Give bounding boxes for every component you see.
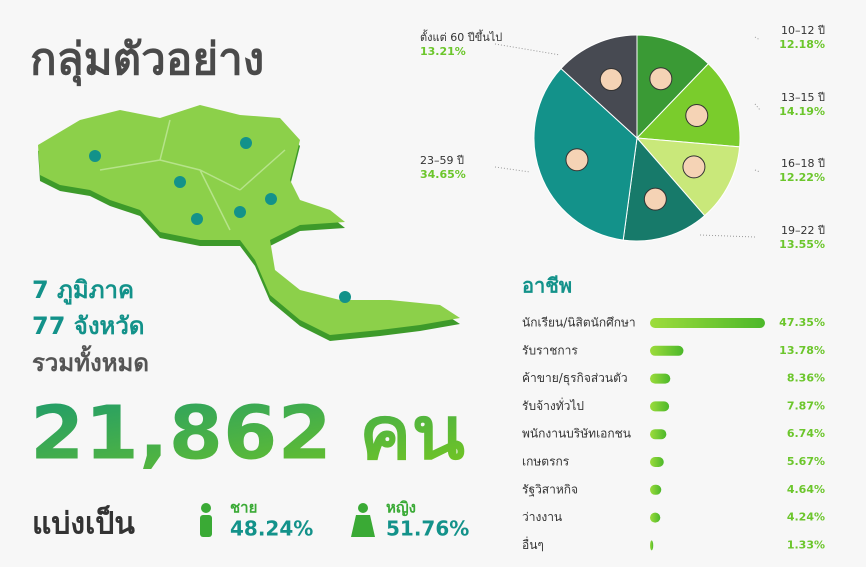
pie-label: ตั้งแต่ 60 ปีขึ้นไป	[420, 29, 502, 44]
bar-label: พนักงานบริษัทเอกชน	[522, 427, 631, 441]
pie-slice	[636, 34, 710, 140]
bar	[650, 345, 684, 356]
leader-line	[494, 166, 531, 173]
bar-value: 5.67%	[787, 455, 825, 468]
bar-value: 4.24%	[787, 511, 825, 524]
pie-value: 13.21%	[420, 45, 466, 58]
bar-value: 8.36%	[787, 372, 825, 385]
pie-slice	[560, 34, 638, 140]
bar	[650, 373, 671, 384]
bar	[650, 318, 765, 328]
avatar	[685, 104, 709, 128]
pie-value: 14.19%	[779, 105, 825, 118]
split-label: แบ่งเป็น	[32, 505, 135, 542]
bar	[650, 429, 667, 440]
bar	[650, 540, 654, 551]
male-label: ชาย	[230, 499, 257, 517]
avatar	[643, 187, 667, 211]
total: 21,862 คน	[30, 391, 465, 477]
leader-line	[754, 169, 761, 173]
pie-value: 13.55%	[779, 238, 825, 251]
bar-label: เกษตรกร	[522, 455, 570, 469]
avatar	[565, 148, 589, 172]
bar	[650, 401, 670, 412]
pie-value: 12.22%	[779, 171, 825, 184]
male-icon	[200, 503, 212, 537]
bar-label: รับจ้างทั่วไป	[522, 397, 584, 413]
title: กลุ่มตัวอย่าง	[30, 34, 264, 87]
bar	[650, 512, 661, 523]
bar-title: อาชีพ	[522, 274, 572, 298]
pie-slice	[635, 63, 741, 148]
bar-label: นักเรียน/นิสิตนักศึกษา	[522, 316, 636, 330]
bar-value: 1.33%	[787, 538, 825, 551]
pie-label: 13–15 ปี	[781, 91, 825, 104]
avatar	[599, 68, 623, 92]
bar-label: อื่นๆ	[522, 536, 544, 552]
bar	[650, 484, 662, 495]
regions: 7 ภูมิภาค	[32, 276, 134, 305]
leader-line	[754, 103, 761, 111]
pie-label: 19–22 ปี	[781, 224, 825, 237]
female-icon	[351, 503, 375, 537]
bar	[650, 457, 664, 467]
bar-label: ว่างงาน	[522, 510, 562, 524]
bar-value: 47.35%	[779, 316, 825, 329]
bar-value: 4.64%	[787, 483, 825, 496]
female-value: 51.76%	[386, 517, 469, 541]
pie-label: 23–59 ปี	[420, 154, 464, 167]
map	[38, 105, 460, 341]
leader-line	[754, 36, 761, 41]
avatar	[649, 67, 673, 91]
male-value: 48.24%	[230, 517, 313, 541]
bar-value: 13.78%	[779, 344, 825, 357]
bar-label: ค้าขาย/ธุรกิจส่วนตัว	[522, 371, 628, 386]
total-label: รวมทั้งหมด	[32, 344, 149, 377]
leader-line	[699, 234, 756, 238]
avatar	[682, 155, 706, 179]
pie-label: 10–12 ปี	[781, 24, 825, 37]
pie-value: 12.18%	[779, 38, 825, 51]
pie-value: 34.65%	[420, 168, 466, 181]
bar-label: รัฐวิสาหกิจ	[522, 482, 578, 496]
female-label: หญิง	[386, 499, 416, 517]
provinces: 77 จังหวัด	[32, 312, 144, 340]
leader-line	[494, 43, 561, 56]
pie-slice	[622, 136, 706, 242]
bar-label: รับราชการ	[522, 343, 578, 357]
bar-value: 6.74%	[787, 427, 825, 440]
pie-label: 16–18 ปี	[781, 157, 825, 170]
bar-value: 7.87%	[787, 399, 825, 412]
